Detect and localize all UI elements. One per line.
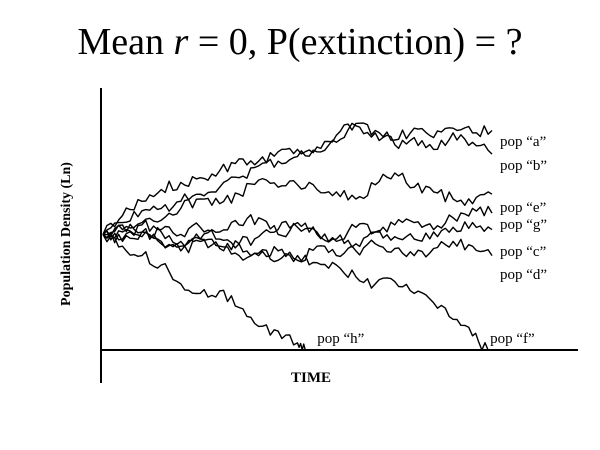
series-label-2: pop “e” xyxy=(500,200,546,216)
series-label-5: pop “d” xyxy=(500,267,547,283)
title-variable: r xyxy=(173,21,189,63)
title-suffix: = 0, P(extinction) = ? xyxy=(188,21,523,63)
x-axis-label: TIME xyxy=(291,370,331,386)
series-line-4 xyxy=(102,219,493,249)
series-line-6 xyxy=(102,228,489,351)
series-label-3: pop “g” xyxy=(500,217,547,233)
series-line-2 xyxy=(102,172,493,236)
title-prefix: Mean xyxy=(77,21,174,63)
series-label-1: pop “b” xyxy=(500,158,547,174)
series-label-7: pop “h” xyxy=(317,331,364,347)
series-line-5 xyxy=(102,223,493,263)
series-line-0 xyxy=(102,122,493,235)
series-label-6: pop “f” xyxy=(490,331,535,347)
y-axis-label: Population Density (Ln) xyxy=(59,162,74,306)
series-line-3 xyxy=(102,205,493,248)
series-line-1 xyxy=(102,122,493,235)
series-label-4: pop “c” xyxy=(500,244,546,260)
series-line-7 xyxy=(102,234,306,351)
series-label-0: pop “a” xyxy=(500,134,546,150)
chart-title: Mean r = 0, P(extinction) = ? xyxy=(0,20,600,64)
